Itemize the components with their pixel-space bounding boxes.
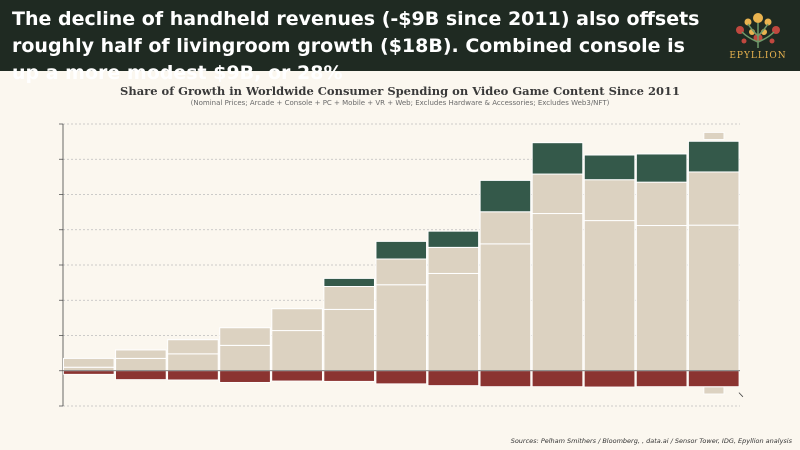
bar-segment-handheld [167, 370, 219, 381]
chart-subtitle: (Nominal Prices; Arcade + Console + PC +… [190, 99, 610, 107]
bar-segment-console [687, 140, 740, 173]
callout-tick [738, 392, 744, 398]
bar-segment-handheld [323, 370, 375, 382]
bar-segment-console [531, 142, 584, 175]
bar-segment-other-upper [531, 173, 584, 215]
bar-segment-console [479, 179, 532, 213]
bar-segment-handheld [271, 370, 323, 382]
chart-title: Share of Growth in Worldwide Consumer Sp… [120, 84, 680, 98]
bar-segment-handheld [583, 370, 636, 388]
bar-segment-other-lower [375, 284, 428, 372]
bar-segment-handheld [375, 370, 427, 385]
bar-segment-handheld [635, 370, 688, 388]
bar-segment-other-upper [427, 246, 480, 274]
bar-segment-other-lower [583, 220, 636, 372]
headline: The decline of handheld revenues (-$9B s… [12, 8, 700, 84]
bar-segment-other-upper [583, 179, 636, 222]
bar-segment-console [323, 277, 375, 288]
bar-segment-other-upper [375, 258, 428, 286]
bar-segment-handheld [688, 370, 740, 388]
bar-segment-other-lower [167, 353, 219, 372]
bar-segment-other-lower [115, 357, 167, 372]
stacked-bar-chart [59, 123, 744, 407]
bar-segment-other-upper [323, 286, 375, 310]
bar-segment-console [635, 153, 688, 183]
bar-segment-other-lower [63, 366, 115, 372]
bar-segment-handheld [115, 370, 167, 380]
bar-segment-other-upper [63, 357, 115, 368]
bar-segment-other-lower [687, 224, 740, 372]
bar-segment-other-upper [479, 211, 532, 245]
epyllion-logo-icon [736, 13, 780, 48]
bar-segment-handheld [479, 370, 532, 388]
bar-segment-other-lower [323, 308, 375, 372]
bar-segment-other-upper [271, 308, 323, 332]
bar-segment-other-lower [531, 213, 584, 372]
bar-segment-handheld [531, 370, 584, 388]
bar-segment-other-lower [635, 225, 688, 372]
bar-segment-other-upper [635, 181, 688, 227]
bar-segment-console [583, 154, 636, 181]
bar-segment-console [427, 230, 480, 248]
bar-segment-handheld [219, 370, 271, 383]
bar-segment-other-lower [271, 330, 323, 372]
bar-segment-handheld [427, 370, 480, 386]
bar-segment-other-upper [219, 327, 271, 346]
bar-segment-other-upper [167, 339, 219, 355]
bar-segment-handheld [63, 370, 115, 375]
bar-segment-other-lower [479, 243, 532, 372]
callout-marker-bottom [703, 386, 725, 395]
bar-segment-other-lower [219, 344, 271, 372]
bar-segment-other-upper [115, 349, 167, 359]
bar-segment-other-lower [427, 272, 480, 372]
logo-text: EPYLLION [729, 51, 787, 61]
callout-marker-top [703, 132, 725, 140]
bar-segment-console [375, 240, 428, 260]
header-banner: The decline of handheld revenues (-$9B s… [0, 0, 800, 84]
source-note: Sources: Pelham Smithers / Bloomberg, , … [510, 437, 792, 445]
bar-segment-other-upper [687, 171, 740, 226]
